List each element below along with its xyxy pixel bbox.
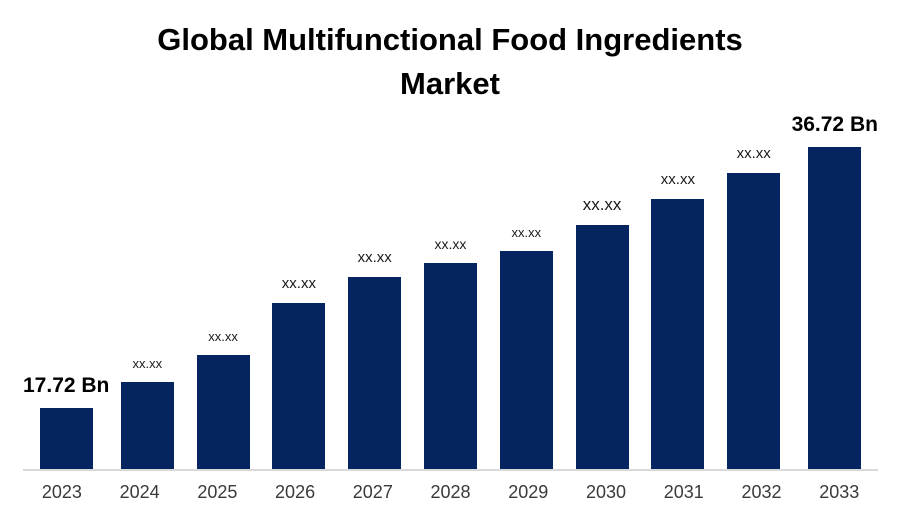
x-axis-line bbox=[23, 469, 878, 471]
bar-group-2028: xx.xx bbox=[413, 237, 489, 470]
bar-group-2027: xx.xx bbox=[337, 250, 413, 470]
x-axis-label-2029: 2029 bbox=[508, 482, 549, 502]
x-axis-label-2026: 2026 bbox=[275, 482, 316, 502]
bar-group-2032: xx.xx bbox=[716, 146, 792, 470]
bar-2026 bbox=[272, 303, 326, 470]
x-axis-labels: 2023 2024 2025 2026 2027 2028 2029 2030 2031 2032… bbox=[23, 482, 878, 504]
chart-title-line1: Global Multifunctional Food Ingredients bbox=[157, 22, 743, 57]
bar-value-label-2028: xx.xx bbox=[434, 236, 467, 252]
bar-group-2025: xx.xx bbox=[185, 330, 261, 470]
bar-2028 bbox=[423, 263, 477, 470]
bar-value-label-2033: 36.72 Bn bbox=[791, 113, 878, 136]
bar-value-label-2024: xx.xx bbox=[132, 356, 163, 371]
bar-value-label-2027: xx.xx bbox=[357, 249, 392, 266]
x-axis-label-2025: 2025 bbox=[197, 482, 238, 502]
x-axis-label-2030: 2030 bbox=[585, 482, 627, 502]
bar-group-2026: xx.xx bbox=[261, 276, 337, 470]
bar-value-label-2031: xx.xx bbox=[660, 171, 695, 188]
bars-container: 17.72 Bn xx.xx xx.xx xx.xx xx.xx xx.xx xx.xx xx… bbox=[23, 0, 878, 470]
bar-group-2023: 17.72 Bn bbox=[23, 375, 109, 470]
x-axis-label-2027: 2027 bbox=[352, 482, 393, 502]
bar-2032 bbox=[727, 173, 781, 470]
bar-2027 bbox=[348, 277, 402, 470]
bar-group-2030: xx.xx bbox=[564, 196, 640, 470]
x-axis-label-2032: 2032 bbox=[741, 482, 782, 502]
x-axis-label-2023: 2023 bbox=[41, 482, 82, 502]
x-axis-label-2033: 2033 bbox=[819, 482, 860, 502]
chart-title: Global Multifunctional Food Ingredients … bbox=[0, 18, 900, 106]
bar-2029 bbox=[499, 251, 553, 470]
x-axis-label-2024: 2024 bbox=[119, 482, 160, 502]
bar-2033 bbox=[808, 147, 862, 470]
bar-group-2029: xx.xx bbox=[488, 226, 564, 470]
bar-value-label-2026: xx.xx bbox=[281, 275, 316, 292]
plot-area: 17.72 Bn xx.xx xx.xx xx.xx xx.xx xx.xx xx.xx xx… bbox=[23, 0, 878, 471]
bar-2024 bbox=[120, 382, 174, 470]
x-axis-label-2028: 2028 bbox=[430, 482, 471, 502]
x-axis-label-2031: 2031 bbox=[663, 482, 704, 502]
bar-2023 bbox=[39, 408, 93, 470]
bar-2025 bbox=[196, 355, 250, 470]
bar-2030 bbox=[575, 225, 629, 470]
bar-group-2033: 36.72 Bn bbox=[792, 114, 878, 470]
chart-title-line2: Market bbox=[400, 66, 500, 101]
bar-value-label-2032: xx.xx bbox=[736, 145, 771, 162]
bar-2031 bbox=[651, 199, 705, 470]
bar-group-2031: xx.xx bbox=[640, 172, 716, 470]
bar-value-label-2029: xx.xx bbox=[511, 225, 542, 240]
bar-value-label-2023: 17.72 Bn bbox=[23, 374, 110, 397]
bar-value-label-2025: xx.xx bbox=[208, 329, 238, 344]
bar-value-label-2030: xx.xx bbox=[582, 195, 622, 214]
bar-group-2024: xx.xx bbox=[109, 357, 185, 470]
